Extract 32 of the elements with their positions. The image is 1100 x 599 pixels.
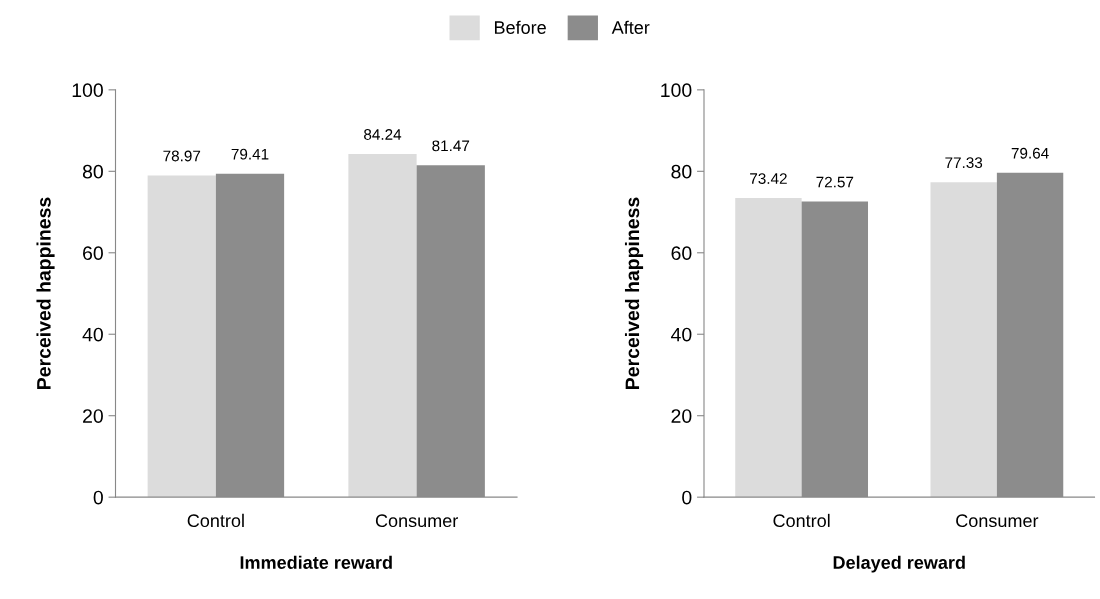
x-tick-label: Consumer bbox=[956, 514, 1039, 528]
x-tick-label: Control bbox=[773, 513, 830, 528]
x-axis-title: Immediate reward bbox=[240, 555, 392, 569]
y-tick-label: 100 bbox=[72, 83, 103, 98]
data-label: 78.97 bbox=[163, 150, 201, 162]
data-label: 72.57 bbox=[816, 176, 854, 188]
data-label: 77.33 bbox=[945, 157, 983, 169]
data-label: 79.64 bbox=[1011, 147, 1049, 159]
bar bbox=[735, 198, 802, 498]
x-tick-label: Consumer bbox=[375, 514, 458, 528]
y-axis-title: Perceived happiness bbox=[36, 197, 55, 389]
y-tick-label: 60 bbox=[671, 246, 692, 261]
data-label: 73.42 bbox=[750, 173, 787, 184]
y-tick-label: 80 bbox=[671, 164, 692, 179]
x-axis-title: Delayed reward bbox=[833, 555, 965, 573]
y-tick-label: 0 bbox=[682, 490, 692, 505]
y-tick-label: 20 bbox=[83, 409, 103, 423]
legend-label: Before bbox=[494, 20, 546, 34]
y-tick-label: 80 bbox=[82, 164, 103, 179]
y-tick-label: 60 bbox=[83, 246, 103, 261]
y-tick-label: 40 bbox=[82, 327, 103, 342]
data-label: 81.47 bbox=[432, 140, 470, 152]
y-tick-label: 100 bbox=[661, 83, 692, 98]
data-label: 84.24 bbox=[364, 129, 402, 140]
legend-label: After bbox=[611, 20, 650, 34]
data-label: 79.41 bbox=[231, 148, 269, 160]
y-axis-title: Perceived happiness bbox=[624, 197, 644, 389]
y-tick-label: 40 bbox=[671, 327, 692, 342]
x-tick-label: Control bbox=[187, 513, 244, 528]
y-tick-label: 0 bbox=[93, 490, 103, 505]
y-tick-label: 20 bbox=[671, 409, 692, 423]
bar bbox=[930, 182, 997, 498]
